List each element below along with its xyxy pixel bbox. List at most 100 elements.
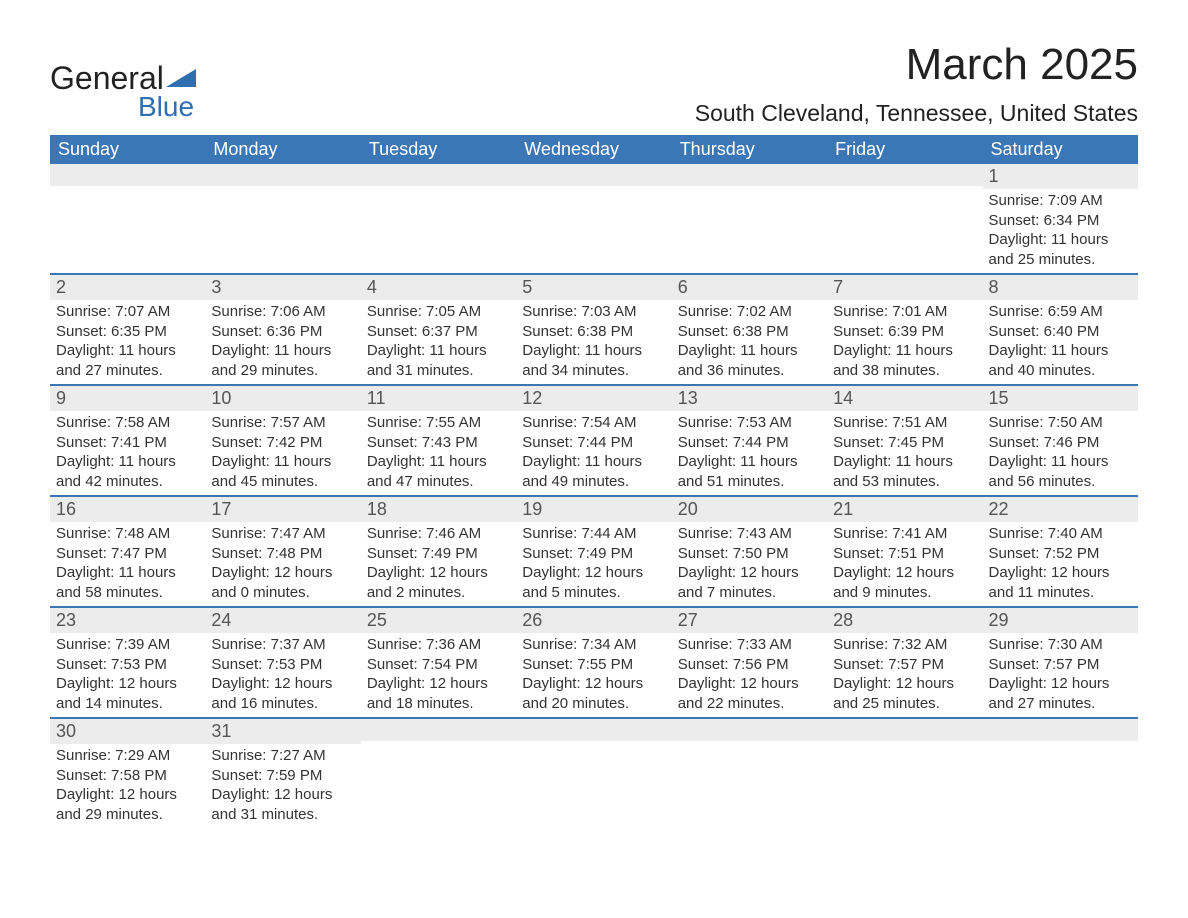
daylight-line-2: and 31 minutes.: [211, 805, 354, 825]
day-cell: 21Sunrise: 7:41 AMSunset: 7:51 PMDayligh…: [827, 496, 982, 607]
day-number: [983, 719, 1138, 741]
daylight-line-1: Daylight: 11 hours: [833, 452, 976, 472]
day-body: Sunrise: 7:03 AMSunset: 6:38 PMDaylight:…: [516, 300, 671, 384]
daylight-line-2: and 29 minutes.: [56, 805, 199, 825]
sunset-line: Sunset: 6:35 PM: [56, 322, 199, 342]
day-number: 2: [50, 275, 205, 300]
page-title: March 2025: [695, 40, 1138, 90]
day-cell: 1Sunrise: 7:09 AMSunset: 6:34 PMDaylight…: [983, 164, 1138, 274]
day-cell: 10Sunrise: 7:57 AMSunset: 7:42 PMDayligh…: [205, 385, 360, 496]
sunrise-line: Sunrise: 7:55 AM: [367, 413, 510, 433]
daylight-line-2: and 0 minutes.: [211, 583, 354, 603]
day-body: Sunrise: 7:36 AMSunset: 7:54 PMDaylight:…: [361, 633, 516, 717]
day-number: 21: [827, 497, 982, 522]
daylight-line-1: Daylight: 12 hours: [56, 674, 199, 694]
day-body: [827, 186, 982, 266]
daylight-line-2: and 25 minutes.: [833, 694, 976, 714]
daylight-line-1: Daylight: 11 hours: [522, 452, 665, 472]
daylight-line-2: and 51 minutes.: [678, 472, 821, 492]
day-cell: 6Sunrise: 7:02 AMSunset: 6:38 PMDaylight…: [672, 274, 827, 385]
sunset-line: Sunset: 7:44 PM: [522, 433, 665, 453]
daylight-line-2: and 47 minutes.: [367, 472, 510, 492]
sunrise-line: Sunrise: 7:41 AM: [833, 524, 976, 544]
daylight-line-1: Daylight: 11 hours: [367, 341, 510, 361]
sunrise-line: Sunrise: 7:01 AM: [833, 302, 976, 322]
daylight-line-2: and 27 minutes.: [989, 694, 1132, 714]
day-number: 11: [361, 386, 516, 411]
day-number: 31: [205, 719, 360, 744]
day-body: Sunrise: 7:01 AMSunset: 6:39 PMDaylight:…: [827, 300, 982, 384]
sunset-line: Sunset: 6:37 PM: [367, 322, 510, 342]
daylight-line-1: Daylight: 11 hours: [56, 563, 199, 583]
day-body: Sunrise: 7:32 AMSunset: 7:57 PMDaylight:…: [827, 633, 982, 717]
sunrise-line: Sunrise: 7:27 AM: [211, 746, 354, 766]
sunset-line: Sunset: 6:38 PM: [522, 322, 665, 342]
day-body: Sunrise: 7:27 AMSunset: 7:59 PMDaylight:…: [205, 744, 360, 828]
daylight-line-1: Daylight: 11 hours: [678, 452, 821, 472]
day-cell: 2Sunrise: 7:07 AMSunset: 6:35 PMDaylight…: [50, 274, 205, 385]
sunrise-line: Sunrise: 7:36 AM: [367, 635, 510, 655]
weekday-header: Tuesday: [361, 135, 516, 164]
weekday-header: Sunday: [50, 135, 205, 164]
day-number: 5: [516, 275, 671, 300]
sunrise-line: Sunrise: 7:46 AM: [367, 524, 510, 544]
sunrise-line: Sunrise: 7:07 AM: [56, 302, 199, 322]
day-body: Sunrise: 7:09 AMSunset: 6:34 PMDaylight:…: [983, 189, 1138, 273]
day-number: 17: [205, 497, 360, 522]
day-number: [361, 164, 516, 186]
sunrise-line: Sunrise: 7:02 AM: [678, 302, 821, 322]
week-row: 2Sunrise: 7:07 AMSunset: 6:35 PM Daylight…: [50, 274, 1138, 385]
day-body: Sunrise: 7:29 AMSunset: 7:58 PMDaylight:…: [50, 744, 205, 828]
sunset-line: Sunset: 7:51 PM: [833, 544, 976, 564]
day-body: Sunrise: 7:53 AMSunset: 7:44 PMDaylight:…: [672, 411, 827, 495]
day-number: [672, 164, 827, 186]
sunrise-line: Sunrise: 7:57 AM: [211, 413, 354, 433]
daylight-line-1: Daylight: 11 hours: [367, 452, 510, 472]
day-number: 23: [50, 608, 205, 633]
day-cell: 25Sunrise: 7:36 AMSunset: 7:54 PMDayligh…: [361, 607, 516, 718]
weekday-header: Friday: [827, 135, 982, 164]
week-row: 16Sunrise: 7:48 AMSunset: 7:47 PMDayligh…: [50, 496, 1138, 607]
day-cell: [516, 164, 671, 274]
daylight-line-1: Daylight: 12 hours: [989, 563, 1132, 583]
day-cell: 15Sunrise: 7:50 AMSunset: 7:46 PMDayligh…: [983, 385, 1138, 496]
day-body: [516, 186, 671, 266]
weekday-header: Thursday: [672, 135, 827, 164]
day-cell: 30Sunrise: 7:29 AMSunset: 7:58 PMDayligh…: [50, 718, 205, 828]
day-cell: 14Sunrise: 7:51 AMSunset: 7:45 PMDayligh…: [827, 385, 982, 496]
day-number: 4: [361, 275, 516, 300]
day-body: Sunrise: 7:30 AMSunset: 7:57 PMDaylight:…: [983, 633, 1138, 717]
day-body: Sunrise: 7:43 AMSunset: 7:50 PMDaylight:…: [672, 522, 827, 606]
sunset-line: Sunset: 7:44 PM: [678, 433, 821, 453]
daylight-line-1: Daylight: 11 hours: [56, 452, 199, 472]
sunrise-line: Sunrise: 7:33 AM: [678, 635, 821, 655]
daylight-line-2: and 53 minutes.: [833, 472, 976, 492]
daylight-line-2: and 11 minutes.: [989, 583, 1132, 603]
sunrise-line: Sunrise: 7:53 AM: [678, 413, 821, 433]
sunset-line: Sunset: 7:53 PM: [56, 655, 199, 675]
day-body: [361, 186, 516, 266]
day-cell: 27Sunrise: 7:33 AMSunset: 7:56 PMDayligh…: [672, 607, 827, 718]
daylight-line-2: and 25 minutes.: [989, 250, 1132, 270]
day-number: 24: [205, 608, 360, 633]
sunrise-line: Sunrise: 6:59 AM: [989, 302, 1132, 322]
sunrise-line: Sunrise: 7:37 AM: [211, 635, 354, 655]
day-body: Sunrise: 7:44 AMSunset: 7:49 PMDaylight:…: [516, 522, 671, 606]
day-cell: 17Sunrise: 7:47 AMSunset: 7:48 PMDayligh…: [205, 496, 360, 607]
day-body: [50, 186, 205, 266]
sunrise-line: Sunrise: 7:43 AM: [678, 524, 821, 544]
title-block: March 2025 South Cleveland, Tennessee, U…: [695, 40, 1138, 127]
calendar-body: 1Sunrise: 7:09 AMSunset: 6:34 PMDaylight…: [50, 164, 1138, 828]
day-number: 3: [205, 275, 360, 300]
daylight-line-1: Daylight: 12 hours: [56, 785, 199, 805]
daylight-line-1: Daylight: 12 hours: [211, 563, 354, 583]
daylight-line-2: and 38 minutes.: [833, 361, 976, 381]
day-number: 10: [205, 386, 360, 411]
sunrise-line: Sunrise: 7:06 AM: [211, 302, 354, 322]
weekday-header: Monday: [205, 135, 360, 164]
day-cell: [516, 718, 671, 828]
day-body: Sunrise: 7:47 AMSunset: 7:48 PMDaylight:…: [205, 522, 360, 606]
daylight-line-2: and 14 minutes.: [56, 694, 199, 714]
sunset-line: Sunset: 7:59 PM: [211, 766, 354, 786]
day-number: 26: [516, 608, 671, 633]
